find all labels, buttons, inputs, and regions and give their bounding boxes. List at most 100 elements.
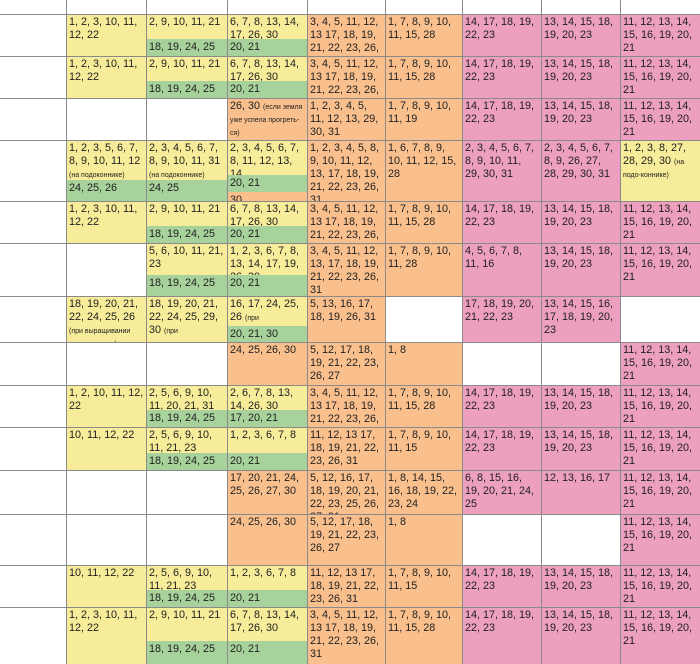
favorable-days: 2, 9, 10, 11, 21 [149, 203, 221, 215]
calendar-cell [146, 514, 227, 565]
favorable-days: 18, 19, 24, 25 [149, 277, 216, 289]
calendar-cell: 18, 19, 20, 21, 22, 24, 25, 29, 30 (при … [146, 296, 227, 342]
favorable-days: 3, 4, 5, 11, 12, 13 17, 18, 19, 21, 22, … [310, 58, 380, 98]
day-range: 11, 12, 13, 14, 15, 16, 19, 20, 21 [620, 514, 700, 565]
day-range: 20, 21 [227, 590, 307, 607]
day-range: 1, 7, 8, 9, 10, 11, 15, 28 [385, 56, 462, 98]
calendar-cell: 1, 2, 3, 6, 7, 8, 13, 14, 17, 19, 26, 30… [227, 243, 307, 296]
day-range: 14, 17, 18, 19, 22, 23 [462, 427, 541, 470]
day-range: 14, 17, 18, 19, 22, 23 [462, 607, 541, 664]
calendar-cell: 5, 6, 10, 11, 21, 23 18, 19, 24, 25 [146, 243, 227, 296]
day-range: 1, 2, 10, 11, 12, 22 [66, 385, 146, 427]
calendar-cell: 17, 20, 21, 24, 25, 26, 27, 30 [227, 470, 307, 514]
favorable-days: 1, 7, 8, 9, 10, 11, 15, 28 [388, 387, 452, 412]
favorable-days: 2, 5, 6, 9, 10, 11, 21, 23 [149, 429, 213, 454]
day-range: 11, 12, 13, 14, 15, 16, 19, 20, 21 [620, 470, 700, 514]
day-range: 1, 2, 3, 10, 11, 12, 22 [66, 56, 146, 98]
calendar-cell [541, 342, 620, 385]
favorable-days: 13, 14, 15, 18, 19, 20, 23 [544, 58, 614, 83]
favorable-days: 18, 19, 24, 25 [149, 455, 216, 467]
cell-note: (на подо-коннике) [623, 159, 685, 179]
calendar-cell: 18, 19, 20, 21, 22, 24, 25, 26 (при выра… [66, 296, 146, 342]
day-range: 24, 25, 26, 30 [227, 514, 307, 565]
month-header [385, 0, 462, 14]
favorable-days: 3, 4, 5, 11, 12, 13, 17, 18, 19, 21, 22,… [310, 245, 380, 296]
grid-line [65, 0, 67, 664]
favorable-days: 2, 5, 6, 9, 10, 11, 21, 23 [149, 567, 213, 592]
day-range: 13, 14, 15, 18, 19, 20, 23 [541, 427, 620, 470]
calendar-cell: 11, 12, 13 17, 18, 19, 21, 22, 23, 26, 3… [307, 427, 385, 470]
favorable-days: 5, 12, 16, 17, 18, 19, 20, 21, 22, 23, 2… [310, 472, 380, 514]
favorable-days: 20, 21 [230, 83, 261, 95]
calendar-cell: 3, 4, 5, 11, 12, 13 17, 18, 19, 21, 22, … [307, 385, 385, 427]
calendar-cell [462, 514, 541, 565]
calendar-cell: 11, 12, 13, 14, 15, 16, 19, 20, 21 [620, 243, 700, 296]
day-range: 12, 13, 16, 17 [541, 470, 620, 514]
calendar-cell: 3, 4, 5, 11, 12, 13 17, 18, 19, 21, 22, … [307, 14, 385, 56]
calendar-cell: 14, 17, 18, 19, 22, 23 [462, 56, 541, 98]
favorable-days: 24, 25, 26, 30 [230, 516, 297, 528]
favorable-days: 1, 7, 8, 9, 10, 11, 28 [388, 245, 452, 270]
calendar-cell: 13, 14, 15, 18, 19, 20, 23 [541, 56, 620, 98]
day-range: 14, 17, 18, 19, 22, 23 [462, 56, 541, 98]
favorable-days: 13, 14, 15, 18, 19, 20, 23 [544, 16, 614, 41]
calendar-cell: 6, 7, 8, 13, 14, 17, 26, 30 20, 21 [227, 201, 307, 243]
calendar-cell: 4, 5, 6, 7, 8, 11, 16 [462, 243, 541, 296]
calendar-cell: 2, 9, 10, 11, 21 18, 19, 24, 25 [146, 201, 227, 243]
calendar-cell: 1, 6, 7, 8, 9, 10, 11, 12, 15, 28 [385, 140, 462, 201]
day-range: 13, 14, 15, 18, 19, 20, 23 [541, 607, 620, 664]
calendar-cell: 5, 13, 16, 17, 18, 19, 26, 31 [307, 296, 385, 342]
day-range: 24, 25 [146, 180, 227, 201]
cell-note: (при выращивании лука из семян) [69, 328, 131, 342]
day-range: 5, 13, 16, 17, 18, 19, 26, 31 [307, 296, 385, 342]
day-range: 1, 2, 3, 4, 5, 11, 12, 13, 29, 30, 31 [307, 98, 385, 140]
favorable-days: 17, 18, 19, 20, 21, 22, 23 [465, 298, 535, 323]
calendar-cell: 11, 12, 13, 14, 15, 16, 19, 20, 21 [620, 565, 700, 607]
calendar-cell: 10, 11, 12, 22 [66, 565, 146, 607]
day-range: 3, 4, 5, 11, 12, 13, 17, 18, 19, 21, 22,… [307, 243, 385, 296]
calendar-cell: 14, 17, 18, 19, 22, 23 [462, 565, 541, 607]
day-range: 1, 7, 8, 9, 10, 11, 15, 28 [385, 607, 462, 664]
favorable-days: 5, 12, 17, 18, 19, 21, 22, 23, 26, 27 [310, 516, 380, 554]
favorable-days: 14, 17, 18, 19, 22, 23 [465, 429, 535, 454]
day-range: 1, 2, 3, 6, 7, 8 [227, 427, 307, 453]
day-range: 2, 9, 10, 11, 21 [146, 14, 227, 39]
calendar-cell: 2, 3, 4, 5, 6, 7, 8, 9, 10, 11, 29, 30, … [462, 140, 541, 201]
calendar-cell: 13, 14, 15, 16, 17, 18, 19, 20, 23 [541, 296, 620, 342]
crop-label [0, 243, 66, 296]
favorable-days: 10, 11, 12, 22 [69, 429, 135, 441]
day-range: 5, 6, 10, 11, 21, 23 [146, 243, 227, 275]
favorable-days: 2, 9, 10, 11, 21 [149, 609, 221, 621]
calendar-cell: 3, 4, 5, 11, 12, 13 17, 18, 19, 21, 22, … [307, 201, 385, 243]
calendar-cell: 1, 7, 8, 9, 10, 11, 15, 28 [385, 201, 462, 243]
favorable-days: 6, 7, 8, 13, 14, 17, 26, 30 [230, 16, 300, 41]
day-range: 13, 14, 15, 18, 19, 20, 23 [541, 98, 620, 140]
calendar-cell: 13, 14, 15, 18, 19, 20, 23 [541, 243, 620, 296]
calendar-cell: 11, 12, 13, 14, 15, 16, 19, 20, 21 [620, 342, 700, 385]
day-range: 2, 6, 7, 8, 13, 14, 26, 30 [227, 385, 307, 412]
day-range [462, 342, 541, 385]
favorable-days: 20, 21 [230, 177, 261, 189]
day-range: 2, 5, 6, 9, 10, 11, 20, 21, 31 [146, 385, 227, 412]
calendar-cell [66, 243, 146, 296]
favorable-days: 1, 7, 8, 9, 10, 11, 15, 28 [388, 16, 452, 41]
favorable-days: 14, 17, 18, 19, 22, 23 [465, 100, 535, 125]
calendar-cell: 2, 3, 4, 5, 6, 7, 8, 9, 26, 27, 28, 29, … [541, 140, 620, 201]
favorable-days: 18, 19, 20, 21, 22, 24, 25, 29, 30 [149, 298, 219, 336]
day-range: 3, 4, 5, 11, 12, 13 17, 18, 19, 21, 22, … [307, 14, 385, 56]
calendar-cell: 6, 8, 15, 16, 19, 20, 21, 24, 25 [462, 470, 541, 514]
favorable-days: 20, 21 [230, 228, 261, 240]
favorable-days: 11, 12, 13, 14, 15, 16, 19, 20, 21 [623, 344, 693, 382]
calendar-cell: 11, 12, 13, 14, 15, 16, 19, 20, 21 [620, 14, 700, 56]
day-range: 14, 17, 18, 19, 22, 23 [462, 14, 541, 56]
day-range: 20, 21, 30 [227, 326, 307, 342]
day-range: 20, 21 [227, 175, 307, 192]
day-range: 1, 7, 8, 9, 10, 11, 15, 28 [385, 201, 462, 243]
day-range: 1, 2, 3, 6, 7, 8, 13, 14, 17, 19, 26, 30 [227, 243, 307, 283]
grid-line [0, 513, 700, 515]
favorable-days: 3, 4, 5, 11, 12, 13 17, 18, 19, 21, 22, … [310, 203, 380, 243]
favorable-days: 17, 20, 21 [230, 412, 279, 424]
day-range: 24, 25, 26, 30 [227, 342, 307, 385]
favorable-days: 24, 25 [149, 182, 180, 194]
favorable-days: 13, 14, 15, 18, 19, 20, 23 [544, 429, 614, 454]
